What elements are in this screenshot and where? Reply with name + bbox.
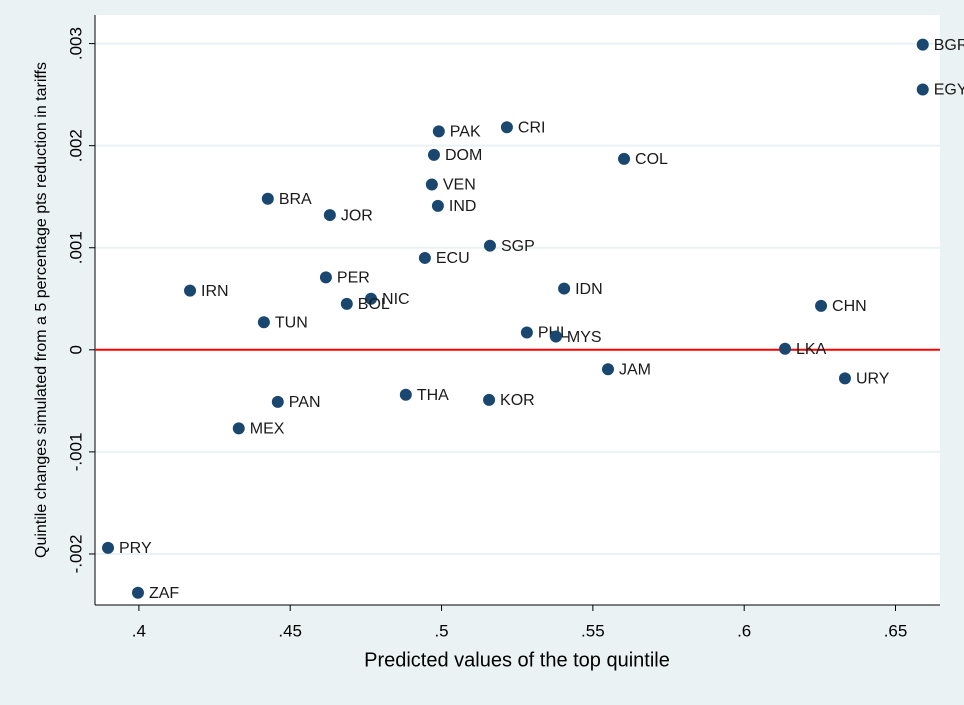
point-label: JOR xyxy=(341,207,373,224)
point-label: PRY xyxy=(119,540,152,557)
x-tick-label: .6 xyxy=(737,621,751,640)
point xyxy=(184,284,197,297)
point-label: LKA xyxy=(796,341,827,358)
point-label: DOM xyxy=(445,147,482,164)
point xyxy=(102,541,115,554)
y-tick-label: .003 xyxy=(66,27,85,60)
point-label: SGP xyxy=(501,238,535,255)
point xyxy=(815,299,828,312)
point-label: BOL xyxy=(358,296,390,313)
point-label: PER xyxy=(337,270,370,287)
point xyxy=(319,271,332,284)
point-label: COL xyxy=(635,151,668,168)
point-label: KOR xyxy=(500,392,535,409)
point xyxy=(779,342,792,355)
point xyxy=(261,192,274,205)
point xyxy=(916,38,929,51)
point xyxy=(431,199,444,212)
point xyxy=(483,239,496,252)
point xyxy=(549,330,562,343)
point-label: MYS xyxy=(567,329,602,346)
y-tick-label: -.002 xyxy=(66,535,85,574)
x-axis-title: Predicted values of the top quintile xyxy=(364,649,670,671)
point xyxy=(500,121,513,134)
point-label: EGY xyxy=(934,82,964,99)
point xyxy=(838,372,851,385)
point xyxy=(601,363,614,376)
y-axis-title: Quintile changes simulated from a 5 perc… xyxy=(33,62,50,558)
point-label: VEN xyxy=(443,177,476,194)
x-tick-label: .55 xyxy=(581,621,605,640)
point xyxy=(432,125,445,138)
point-label: CHN xyxy=(832,298,867,315)
point xyxy=(483,393,496,406)
point xyxy=(916,83,929,96)
point xyxy=(232,422,245,435)
x-tick-label: .5 xyxy=(434,621,448,640)
point-label: THA xyxy=(417,387,449,404)
point-label: IND xyxy=(449,198,477,215)
point xyxy=(257,316,270,329)
point-label: BGR xyxy=(934,37,964,54)
point xyxy=(425,178,438,191)
point xyxy=(365,292,378,305)
point xyxy=(399,388,412,401)
point-label: TUN xyxy=(275,314,308,331)
point xyxy=(340,297,353,310)
point xyxy=(427,148,440,161)
x-tick-label: .65 xyxy=(884,621,908,640)
point xyxy=(418,251,431,264)
point-label: IDN xyxy=(575,281,603,298)
point-label: MEX xyxy=(250,421,285,438)
point xyxy=(271,395,284,408)
point xyxy=(618,152,631,165)
point-label: NIC xyxy=(382,291,410,308)
point-label: PAN xyxy=(289,394,321,411)
point-label: ECU xyxy=(436,250,470,267)
point-label: JAM xyxy=(619,361,651,378)
point xyxy=(131,586,144,599)
point-label: IRN xyxy=(201,283,229,300)
y-tick-label: .002 xyxy=(66,129,85,162)
x-tick-label: .4 xyxy=(132,621,146,640)
y-tick-label: -.001 xyxy=(66,433,85,472)
y-tick-label: .001 xyxy=(66,231,85,264)
point-label: BRA xyxy=(279,191,312,208)
point xyxy=(520,326,533,339)
point xyxy=(558,282,571,295)
point-label: URY xyxy=(856,371,890,388)
point xyxy=(323,209,336,222)
point-label: CRI xyxy=(518,120,546,137)
plot-area xyxy=(95,15,940,605)
y-tick-label: 0 xyxy=(66,345,85,354)
point-label: PAK xyxy=(450,124,481,141)
point-label: ZAF xyxy=(149,585,179,602)
x-tick-label: .45 xyxy=(278,621,302,640)
